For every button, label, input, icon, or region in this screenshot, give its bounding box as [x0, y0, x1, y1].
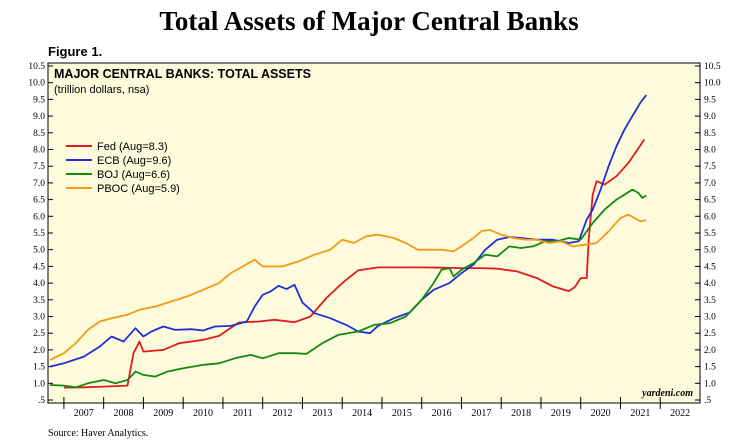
- y-tick-label-right: 4.5: [704, 262, 716, 272]
- x-tick-label: 2008: [114, 408, 134, 419]
- series-line-fed: [63, 138, 646, 389]
- x-tick-label: 2021: [630, 408, 650, 419]
- y-tick-label-right: 3.0: [704, 313, 716, 323]
- x-axis: 2007 2008 2009 2010 2011 2012 2013 2014 2015 2016…: [63, 397, 690, 419]
- y-tick-label-right: .5: [704, 396, 711, 406]
- y-tick-label-left: 1.5: [33, 363, 45, 373]
- figure-label: Figure 1.: [48, 44, 103, 59]
- x-tick-label: 2010: [193, 408, 213, 419]
- y-tick-label-left: 3.0: [33, 313, 45, 323]
- plot-area: [47, 62, 701, 404]
- y-tick-label-left: 7.5: [33, 162, 45, 172]
- y-tick-label-left: 5.5: [33, 229, 45, 239]
- y-tick-label-left: 10.5: [28, 62, 45, 72]
- y-tick-label-left: 7.0: [33, 179, 45, 189]
- series-line-boj: [49, 188, 647, 389]
- x-tick-label: 2013: [312, 408, 332, 419]
- y-tick-label-right: 9.0: [704, 112, 716, 122]
- x-tick-label: 2009: [153, 408, 173, 419]
- series-lines: [49, 94, 648, 389]
- y-tick-label-right: 6.0: [704, 212, 716, 222]
- y-tick-label-right: 9.5: [704, 95, 716, 105]
- page-title: Total Assets of Major Central Banks: [159, 6, 579, 36]
- y-tick-label-left: 3.5: [33, 296, 45, 306]
- y-tick-label-right: 5.0: [704, 246, 716, 256]
- y-tick-label-right: 10.5: [704, 62, 721, 72]
- y-tick-label-right: 8.0: [704, 146, 716, 156]
- legend-label-fed: Fed (Aug=8.3): [97, 141, 168, 153]
- y-tick-label-right: 7.5: [704, 162, 716, 172]
- y-tick-label-right: 1.0: [704, 379, 716, 389]
- y-tick-label-left: 8.5: [33, 129, 45, 139]
- chart-subtitle: (trillion dollars, nsa): [54, 84, 149, 96]
- x-tick-label: 2012: [273, 408, 293, 419]
- y-tick-label-right: 6.5: [704, 196, 716, 206]
- y-axes: .5 .5 1.0 1.0 1.5 1.5 2.0 2.0 2.5 2.5 3.0 3.0 3.5 3.5…: [28, 62, 721, 406]
- chart-title: MAJOR CENTRAL BANKS: TOTAL ASSETS: [54, 67, 311, 81]
- y-tick-label-left: 4.5: [33, 262, 45, 272]
- legend: Fed (Aug=8.3) ECB (Aug=9.6) BOJ (Aug=6.6) P…: [66, 141, 180, 195]
- y-tick-label-left: 4.0: [33, 279, 45, 289]
- legend-label-pboc: PBOC (Aug=5.9): [97, 183, 180, 195]
- x-tick-label: 2022: [670, 408, 690, 419]
- y-tick-label-right: 5.5: [704, 229, 716, 239]
- y-tick-label-right: 1.5: [704, 363, 716, 373]
- x-tick-label: 2019: [551, 408, 571, 419]
- y-tick-label-left: 6.5: [33, 196, 45, 206]
- y-tick-label-left: 9.0: [33, 112, 45, 122]
- legend-label-ecb: ECB (Aug=9.6): [97, 155, 171, 167]
- x-tick-label: 2018: [511, 408, 531, 419]
- y-tick-label-left: 2.5: [33, 329, 45, 339]
- y-tick-label-right: 3.5: [704, 296, 716, 306]
- x-tick-label: 2020: [591, 408, 611, 419]
- y-tick-label-left: 9.5: [33, 95, 45, 105]
- y-tick-label-right: 8.5: [704, 129, 716, 139]
- x-tick-label: 2017: [471, 408, 491, 419]
- x-tick-label: 2011: [233, 408, 253, 419]
- chart-credit: yardeni.com: [641, 388, 693, 399]
- x-tick-label: 2016: [432, 408, 452, 419]
- x-tick-label: 2014: [352, 408, 372, 419]
- y-tick-label-left: 10.0: [28, 79, 45, 89]
- x-tick-label: 2015: [392, 408, 412, 419]
- y-tick-label-left: 1.0: [33, 379, 45, 389]
- y-tick-label-right: 10.0: [704, 79, 721, 89]
- source-note: Source: Haver Analytics.: [48, 428, 149, 439]
- y-tick-label-left: 5.0: [33, 246, 45, 256]
- y-tick-label-right: 7.0: [704, 179, 716, 189]
- y-tick-label-right: 4.0: [704, 279, 716, 289]
- y-tick-label-left: 8.0: [33, 146, 45, 156]
- legend-label-boj: BOJ (Aug=6.6): [97, 169, 170, 181]
- y-tick-label-left: 6.0: [33, 212, 45, 222]
- y-tick-label-right: 2.0: [704, 346, 716, 356]
- y-tick-label-left: .5: [38, 396, 45, 406]
- series-line-pboc: [49, 213, 647, 361]
- y-tick-label-left: 2.0: [33, 346, 45, 356]
- x-tick-label: 2007: [74, 408, 94, 419]
- y-tick-label-right: 2.5: [704, 329, 716, 339]
